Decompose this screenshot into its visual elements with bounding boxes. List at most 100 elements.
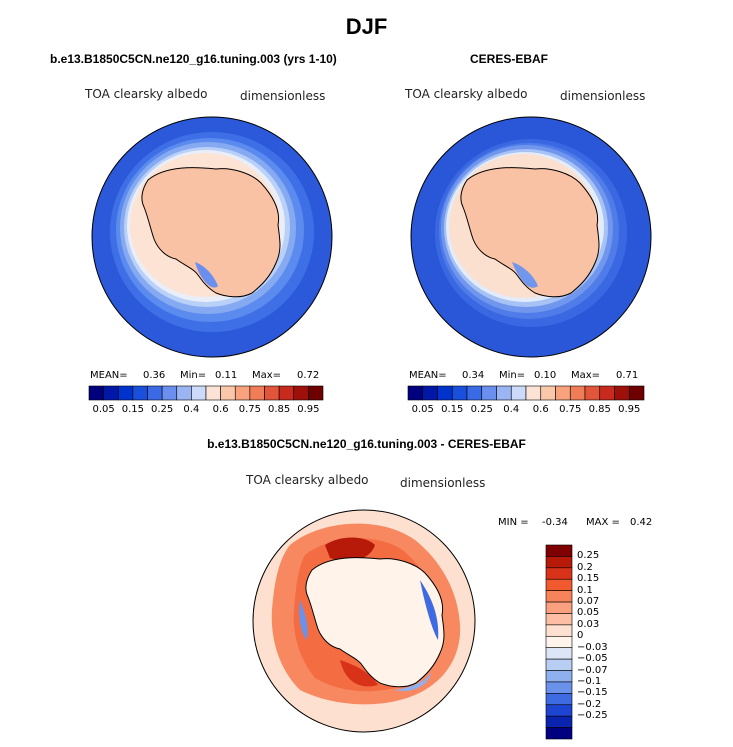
obs-colorbar-swatch [555, 385, 571, 401]
model-colorbar-swatch [191, 385, 207, 401]
difference-colorbar-tick-label: −0.05 [577, 653, 608, 665]
difference-colorbar-swatch [545, 578, 573, 591]
model-mean-label: MEAN= [90, 370, 128, 381]
obs-colorbar-swatch [407, 385, 424, 401]
difference-colorbar-swatch [545, 681, 573, 694]
obs-colorbar-swatch [525, 385, 542, 401]
obs-colorbar-swatch [614, 385, 630, 401]
obs-max-value: 0.71 [616, 370, 639, 381]
obs-colorbar-swatch [481, 385, 497, 401]
difference-panel-title: b.e13.B1850C5CN.ne120_g16.tuning.003 - C… [207, 437, 526, 451]
model-colorbar-tick-label: 0.75 [238, 404, 261, 415]
model-max-value: 0.72 [297, 370, 320, 381]
obs-colorbar-tick-label: 0.25 [470, 404, 493, 415]
obs-colorbar-swatch [569, 385, 586, 401]
difference-min-label: MIN = [498, 517, 529, 528]
model-map [91, 116, 333, 358]
difference-min-value: -0.34 [542, 517, 568, 528]
obs-map [410, 116, 652, 358]
difference-colorbar-tick-label: 0.1 [577, 584, 593, 596]
model-colorbar-swatch [264, 385, 280, 401]
model-colorbar-swatch [88, 385, 104, 401]
difference-max-value: 0.42 [630, 517, 653, 528]
difference-map-border [252, 509, 476, 733]
model-colorbar-swatch [205, 385, 221, 401]
difference-colorbar-tick-label: −0.2 [577, 698, 602, 710]
obs-colorbar-swatch [540, 385, 556, 401]
obs-max-label: Max= [571, 370, 601, 381]
difference-max-label: MAX = [586, 517, 620, 528]
model-units-label: dimensionless [240, 89, 326, 103]
model-colorbar-tick-label: 0.05 [92, 404, 115, 415]
obs-colorbar-swatch [599, 385, 615, 401]
obs-colorbar-swatch [437, 385, 453, 401]
model-max-label: Max= [252, 370, 282, 381]
difference-colorbar-swatch [545, 670, 573, 683]
model-colorbar-swatch [103, 385, 119, 401]
model-colorbar-tick-label: 0.95 [297, 404, 320, 415]
obs-panel-title: CERES-EBAF [470, 52, 549, 66]
model-colorbar-swatch [176, 385, 192, 401]
model-colorbar-swatch [161, 385, 178, 401]
model-mean-value: 0.36 [143, 370, 166, 381]
obs-colorbar-tick-label: 0.85 [588, 404, 611, 415]
difference-colorbar-swatch [545, 601, 573, 614]
difference-colorbar-tick-label: −0.15 [577, 687, 608, 699]
difference-colorbar-tick-label: −0.1 [577, 675, 602, 687]
model-colorbar-swatch [249, 385, 265, 401]
difference-colorbar-swatch [545, 727, 573, 740]
model-colorbar-tick-label: 0.85 [267, 404, 291, 415]
obs-colorbar-tick-label: 0.75 [559, 404, 582, 415]
difference-units-label: dimensionless [400, 476, 486, 490]
model-colorbar-swatch [220, 385, 236, 401]
model-colorbar-tick-label: 0.6 [212, 404, 229, 415]
difference-variable-label: TOA clearsky albedo [246, 473, 369, 487]
model-panel-title: b.e13.B1850C5CN.ne120_g16.tuning.003 (yr… [50, 52, 337, 66]
difference-colorbar-tick-label: −0.07 [577, 664, 608, 676]
model-colorbar-swatch [132, 385, 148, 401]
obs-min-label: Min= [499, 370, 526, 381]
model-min-value: 0.11 [215, 370, 238, 381]
obs-colorbar-swatch [628, 385, 645, 401]
difference-colorbar-swatch [545, 544, 573, 557]
difference-colorbar-swatch [545, 624, 573, 637]
difference-colorbar-swatch [545, 693, 573, 706]
model-min-label: Min= [180, 370, 207, 381]
model-colorbar-swatch [293, 385, 309, 401]
model-colorbar-tick-label: 0.4 [183, 404, 200, 415]
obs-colorbar-swatch [466, 385, 483, 401]
model-colorbar-swatch [278, 385, 295, 401]
obs-colorbar-tick-label: 0.15 [441, 404, 464, 415]
difference-colorbar-tick-label: −0.25 [577, 710, 608, 722]
obs-map-border [410, 116, 652, 358]
difference-colorbar-swatch [545, 704, 573, 717]
obs-colorbar-swatch [496, 385, 512, 401]
obs-colorbar-tick-label: 0.95 [618, 404, 641, 415]
difference-colorbar-swatch [545, 613, 573, 626]
model-variable-label: TOA clearsky albedo [85, 87, 208, 101]
diff-max-patch [325, 537, 375, 562]
diff-ross-patch [340, 660, 378, 687]
obs-colorbar [407, 385, 645, 401]
model-colorbar-swatch [234, 385, 251, 401]
diff-negative-patch-south [395, 672, 432, 692]
figure-title: DJF [345, 14, 388, 39]
model-colorbar-swatch [147, 385, 163, 401]
obs-colorbar-swatch [422, 385, 438, 401]
difference-colorbar-swatch [545, 590, 573, 603]
difference-colorbar-tick-label: 0 [577, 630, 584, 642]
model-colorbar-tick-label: 0.25 [150, 404, 174, 415]
difference-map [252, 509, 476, 733]
diff-negative-patch-west [299, 600, 308, 640]
difference-colorbar-swatch [545, 715, 573, 728]
model-map-border [91, 116, 333, 358]
obs-colorbar-swatch [510, 385, 527, 401]
difference-colorbar-tick-label: 0.05 [577, 607, 600, 619]
obs-mean-value: 0.34 [462, 370, 485, 381]
obs-units-label: dimensionless [560, 89, 646, 103]
obs-colorbar-swatch [451, 385, 468, 401]
model-colorbar-swatch [117, 385, 134, 401]
difference-colorbar [545, 544, 573, 740]
model-colorbar-swatch [308, 385, 324, 401]
